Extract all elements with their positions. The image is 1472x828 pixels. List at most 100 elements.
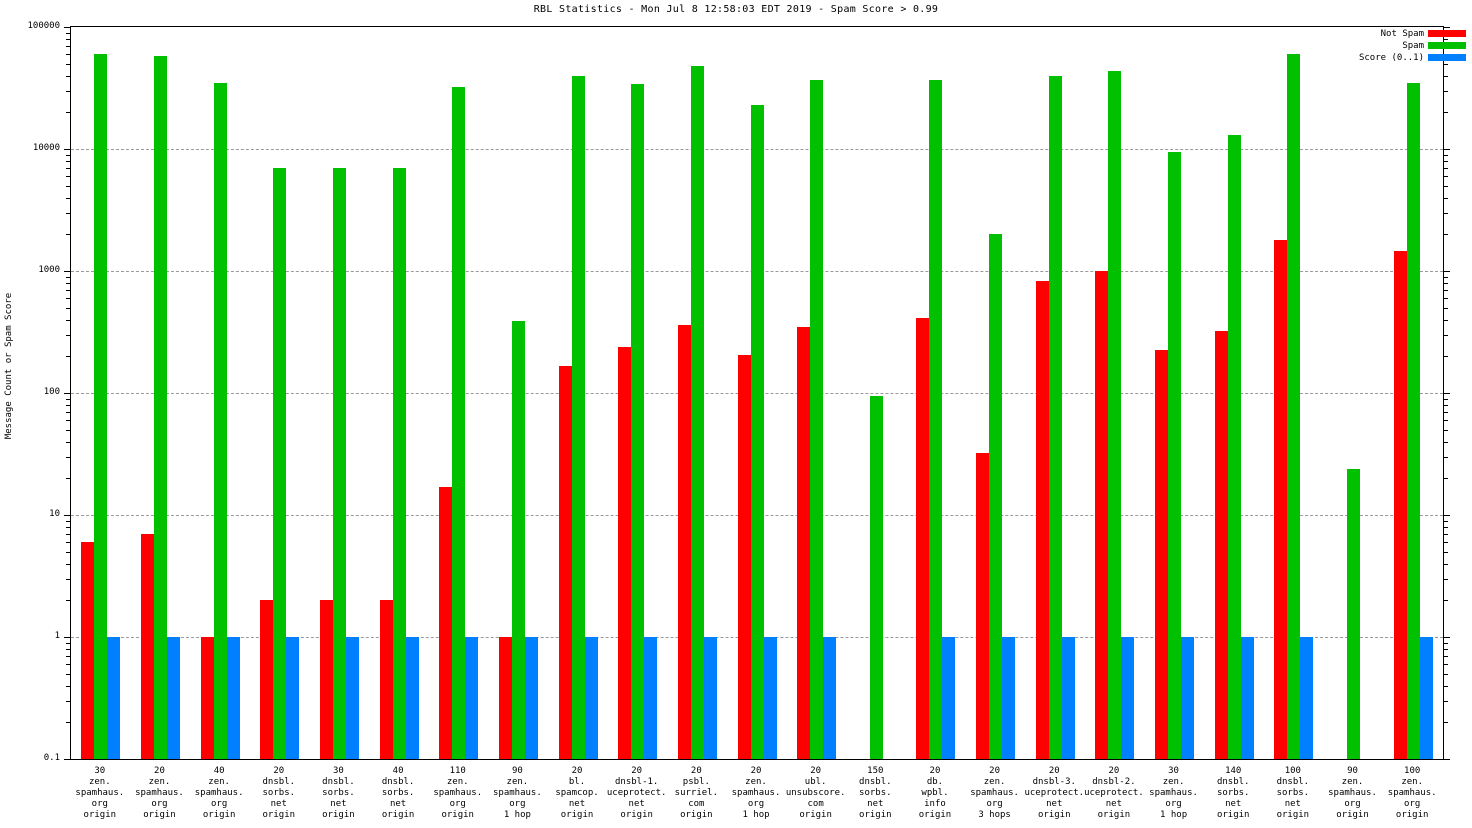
bar-score[interactable]	[166, 637, 180, 759]
bar-not-spam[interactable]	[677, 325, 691, 759]
bar-not-spam[interactable]	[1155, 350, 1169, 759]
bar-score[interactable]	[1419, 637, 1433, 759]
bar-not-spam[interactable]	[379, 600, 393, 759]
x-axis-label-line: zen.	[983, 777, 1006, 787]
bar-spam[interactable]	[511, 320, 525, 759]
bar-not-spam[interactable]	[1095, 271, 1109, 759]
bar-spam[interactable]	[213, 82, 227, 759]
bar-not-spam[interactable]	[1393, 251, 1407, 759]
bar-score[interactable]	[345, 637, 359, 759]
bar-not-spam[interactable]	[498, 637, 512, 759]
bar-group	[1393, 27, 1433, 759]
y-axis-minor-tick	[66, 551, 71, 553]
bar-not-spam[interactable]	[140, 533, 154, 759]
bar-score[interactable]	[942, 637, 956, 759]
bar-spam[interactable]	[1108, 70, 1122, 759]
bar-not-spam[interactable]	[260, 600, 274, 759]
bar-spam[interactable]	[869, 395, 883, 759]
y-axis-minor-tick	[1443, 185, 1448, 187]
bar-group	[1274, 27, 1314, 759]
x-axis-label-line: net	[1225, 799, 1242, 809]
x-axis-label-line: 1 hop	[742, 810, 770, 820]
bar-not-spam[interactable]	[1214, 331, 1228, 759]
bar-spam[interactable]	[929, 79, 943, 759]
x-axis-label-line: 20	[571, 766, 583, 776]
bar-score[interactable]	[703, 637, 717, 759]
bar-spam[interactable]	[273, 167, 287, 759]
bar-not-spam[interactable]	[439, 486, 453, 759]
x-axis-label-line: zen.	[208, 777, 230, 787]
bar-score[interactable]	[107, 637, 121, 759]
x-axis-label-line: spamhaus.	[1149, 788, 1198, 798]
bar-not-spam[interactable]	[1274, 239, 1288, 759]
y-axis-minor-tick	[1443, 112, 1448, 114]
bar-not-spam[interactable]	[200, 637, 214, 759]
bar-not-spam[interactable]	[319, 600, 333, 759]
bar-group	[677, 27, 717, 759]
x-axis-tick-label: 30 zen. spamhaus. org 1 hop	[1119, 766, 1229, 821]
x-axis-label-line: spamhaus.	[135, 788, 184, 798]
bar-spam[interactable]	[1347, 468, 1361, 759]
bar-score[interactable]	[1300, 637, 1314, 759]
bar-score[interactable]	[465, 637, 479, 759]
bar-spam[interactable]	[94, 54, 108, 759]
y-axis-minor-tick	[66, 648, 71, 650]
bar-not-spam[interactable]	[916, 318, 930, 759]
x-axis-label-line: 20	[750, 766, 762, 776]
y-axis-minor-tick	[66, 176, 71, 178]
y-axis-tick	[1443, 27, 1450, 28]
y-axis-minor-tick	[1443, 533, 1448, 535]
bar-score[interactable]	[763, 637, 777, 759]
y-axis-label: Message Count or Spam Score	[2, 0, 16, 732]
bar-score[interactable]	[405, 637, 419, 759]
bar-spam[interactable]	[750, 104, 764, 759]
bar-score[interactable]	[584, 637, 598, 759]
y-axis-minor-tick	[1443, 429, 1448, 431]
bar-not-spam[interactable]	[797, 326, 811, 759]
bar-score[interactable]	[1121, 637, 1135, 759]
bar-spam[interactable]	[989, 234, 1003, 759]
bar-score[interactable]	[524, 637, 538, 759]
bar-spam[interactable]	[153, 55, 167, 759]
bar-score[interactable]	[1240, 637, 1254, 759]
bar-spam[interactable]	[690, 65, 704, 759]
bar-spam[interactable]	[1406, 82, 1420, 759]
bar-spam[interactable]	[1287, 54, 1301, 759]
bar-not-spam[interactable]	[1035, 280, 1049, 759]
y-axis-minor-tick	[1443, 307, 1448, 309]
bar-not-spam[interactable]	[976, 453, 990, 759]
bar-not-spam[interactable]	[81, 542, 95, 759]
bar-score[interactable]	[1181, 637, 1195, 759]
x-axis-label-line: spamhaus.	[493, 788, 542, 798]
y-axis-minor-tick	[66, 112, 71, 114]
bar-score[interactable]	[226, 637, 240, 759]
y-axis-minor-tick	[66, 563, 71, 565]
bar-score[interactable]	[1061, 637, 1075, 759]
plot-area	[64, 26, 1450, 760]
x-axis-label-line: net	[1105, 799, 1123, 809]
x-axis-label-line: origin	[441, 810, 474, 820]
bar-spam[interactable]	[392, 167, 406, 759]
y-axis-minor-tick	[66, 722, 71, 724]
bar-score[interactable]	[1002, 637, 1016, 759]
x-axis-tick-label: 140 dnsbl. sorbs. net origin	[1178, 766, 1288, 821]
bar-score[interactable]	[644, 637, 658, 759]
bar-not-spam[interactable]	[737, 354, 751, 759]
bar-spam[interactable]	[631, 84, 645, 759]
x-axis-tick-label: 100 dnsbl. sorbs. net origin	[1238, 766, 1348, 821]
bar-spam[interactable]	[1168, 151, 1182, 759]
bar-spam[interactable]	[452, 87, 466, 759]
bar-score[interactable]	[286, 637, 300, 759]
y-axis-minor-tick	[1443, 160, 1448, 162]
bar-spam[interactable]	[810, 79, 824, 759]
bar-spam[interactable]	[332, 167, 346, 759]
bar-spam[interactable]	[571, 75, 585, 759]
bar-spam[interactable]	[1048, 75, 1062, 759]
bar-score[interactable]	[823, 637, 837, 759]
bar-not-spam[interactable]	[558, 366, 572, 759]
bar-not-spam[interactable]	[618, 346, 632, 759]
x-axis-label-line: dnsbl.	[1276, 777, 1310, 787]
bar-spam[interactable]	[1227, 135, 1241, 759]
x-axis-label-line: org	[1404, 799, 1421, 809]
y-axis-minor-tick	[66, 282, 71, 284]
